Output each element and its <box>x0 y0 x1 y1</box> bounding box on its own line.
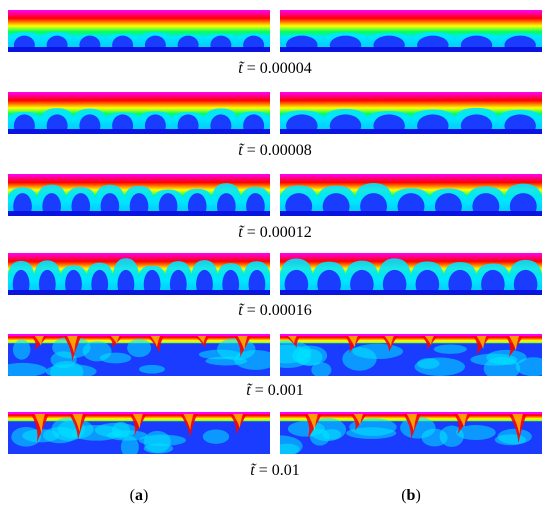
time-caption-3: t̃ = 0.00012 <box>0 224 550 242</box>
panel-b-row-3 <box>280 174 542 216</box>
panel-b-row-2 <box>280 92 542 134</box>
panel-a-row-6 <box>8 412 270 454</box>
time-caption-6: t̃ = 0.01 <box>0 462 550 480</box>
time-value: = 0.00008 <box>246 142 312 159</box>
panel-a-row-3 <box>8 174 270 216</box>
time-value: = 0.01 <box>258 462 300 479</box>
time-symbol: t̃ <box>238 142 243 159</box>
panel-b-row-1 <box>280 10 542 52</box>
subfigure-label-b: (b) <box>401 487 421 504</box>
panel-a-row-5 <box>8 334 270 376</box>
time-caption-5: t̃ = 0.001 <box>0 382 550 400</box>
time-symbol: t̃ <box>238 60 243 77</box>
time-value: = 0.00004 <box>246 60 312 77</box>
time-caption-1: t̃ = 0.00004 <box>0 60 550 78</box>
panel-a-row-4 <box>8 253 270 295</box>
panel-b-row-6 <box>280 412 542 454</box>
panel-b-row-5 <box>280 334 542 376</box>
time-symbol: t̃ <box>238 302 243 319</box>
panel-b-row-4 <box>280 253 542 295</box>
time-value: = 0.00016 <box>246 302 312 319</box>
time-value: = 0.001 <box>254 382 304 399</box>
time-symbol: t̃ <box>238 224 243 241</box>
time-value: = 0.00012 <box>246 224 312 241</box>
panel-a-row-2 <box>8 92 270 134</box>
time-symbol: t̃ <box>250 462 255 479</box>
subfigure-label-a: (a) <box>129 487 149 504</box>
panel-a-row-1 <box>8 10 270 52</box>
time-caption-4: t̃ = 0.00016 <box>0 302 550 320</box>
time-symbol: t̃ <box>246 382 251 399</box>
time-caption-2: t̃ = 0.00008 <box>0 142 550 160</box>
